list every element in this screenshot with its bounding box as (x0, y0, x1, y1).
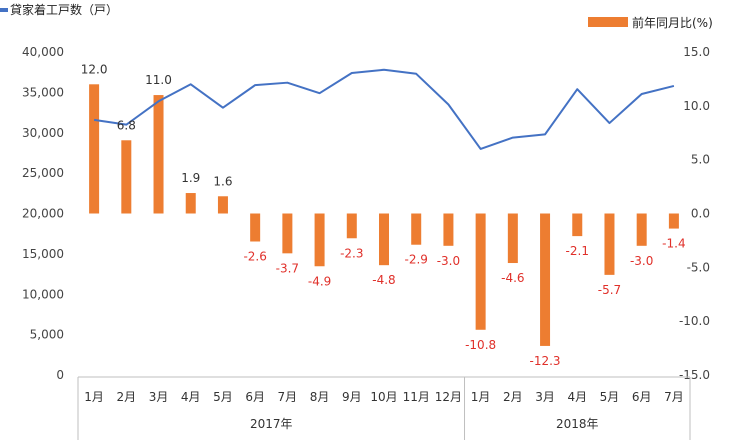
category-label: 4月 (181, 390, 201, 404)
category-label: 5月 (213, 390, 233, 404)
right-tick-label: -15.0 (679, 368, 710, 382)
right-tick-label: -10.0 (679, 314, 710, 328)
right-tick-label: 0.0 (691, 207, 710, 221)
right-axis-ticks: 15.0 10.0 5.0 0.0 -5.0 -10.0 -15.0 (679, 45, 710, 382)
category-label: 5月 (600, 390, 620, 404)
left-tick-label: 15,000 (22, 247, 64, 261)
category-label: 12月 (435, 390, 462, 404)
bar (89, 84, 100, 214)
left-tick-label: 35,000 (22, 85, 64, 99)
bar-data-label: -2.3 (340, 246, 363, 260)
bar (572, 213, 583, 237)
bar-data-label: -4.8 (372, 273, 395, 287)
bar (314, 213, 325, 267)
bar-data-label: -2.6 (243, 249, 266, 263)
bar-series (89, 84, 679, 346)
category-label: 4月 (567, 390, 587, 404)
bar-data-label: 1.9 (181, 171, 200, 185)
bar-data-labels: 12.0 6.8 11.0 1.9 1.6 -2.6 -3.7 -4.9 -2.3 -4.8 -2.… (81, 62, 686, 368)
left-tick-label: 40,000 (22, 45, 64, 59)
left-tick-label: 25,000 (22, 166, 64, 180)
category-label: 11月 (403, 390, 430, 404)
legend-bar-label: 前年同月比(%) (632, 15, 713, 30)
category-label: 2月 (503, 390, 523, 404)
bar (379, 213, 389, 266)
right-tick-label: -5.0 (687, 260, 710, 274)
category-label: 8月 (310, 390, 330, 404)
bar (346, 213, 357, 239)
bar-data-label: -4.6 (501, 271, 524, 285)
category-label: 7月 (664, 390, 684, 404)
bar-data-label: -4.9 (308, 274, 331, 288)
category-axis: 1月 2月 3月 4月 5月 6月 7月 8月 9月 10月 11月 12月 1月 2月 3月 4月 5月 6月 7… (77, 376, 691, 440)
legend-line-label: 貸家着工戸数（戸） (10, 2, 118, 17)
bar-data-label: -10.8 (465, 338, 496, 352)
bar (411, 213, 422, 245)
bar-data-label: -3.0 (630, 254, 653, 268)
left-tick-label: 20,000 (22, 207, 64, 221)
right-tick-label: 10.0 (683, 99, 710, 113)
bar (443, 213, 454, 246)
legend-line-swatch (0, 8, 8, 12)
category-label: 3月 (149, 390, 169, 404)
right-tick-label: 5.0 (691, 153, 710, 167)
bar-data-label: -12.3 (530, 354, 561, 368)
bar (185, 193, 196, 214)
left-tick-label: 30,000 (22, 126, 64, 140)
bar (540, 213, 551, 346)
bar (121, 140, 132, 214)
category-label: 6月 (632, 390, 652, 404)
category-label: 3月 (535, 390, 555, 404)
left-tick-label: 0 (56, 368, 64, 382)
category-label: 7月 (278, 390, 298, 404)
bar-data-label: 12.0 (81, 62, 108, 76)
bar (668, 213, 679, 229)
bar-data-label: -2.1 (566, 244, 589, 258)
line-path (93, 68, 675, 150)
bar-data-label: 11.0 (145, 73, 172, 87)
year-group-label: 2018年 (556, 417, 599, 431)
bar (250, 213, 261, 242)
bar (636, 213, 647, 246)
bar-data-label: -1.4 (662, 237, 685, 251)
bar (282, 213, 293, 254)
bar (475, 213, 486, 330)
bar-data-label: 6.8 (117, 118, 136, 132)
bar-data-label: -5.7 (598, 283, 621, 297)
category-label: 1月 (84, 390, 104, 404)
bar-data-label: -3.7 (276, 261, 299, 275)
bar-data-label: -3.0 (437, 254, 460, 268)
left-axis-ticks: 0 5,000 10,000 15,000 20,000 25,000 30,000 35,0… (22, 45, 64, 382)
right-tick-label: 15.0 (683, 45, 710, 59)
left-tick-label: 10,000 (22, 287, 64, 301)
category-label: 10月 (370, 390, 397, 404)
bar-data-label: -2.9 (404, 253, 427, 267)
line-series (93, 68, 675, 150)
left-tick-label: 5,000 (30, 328, 64, 342)
category-label: 2月 (116, 390, 136, 404)
category-label: 6月 (245, 390, 265, 404)
year-group-label: 2017年 (250, 417, 293, 431)
bar (217, 196, 228, 214)
category-label: 1月 (471, 390, 491, 404)
bar (507, 213, 518, 264)
bar-data-label: 1.6 (213, 174, 232, 188)
legend-bar-swatch (588, 17, 628, 27)
category-label: 9月 (342, 390, 362, 404)
bar (153, 95, 164, 214)
bar (604, 213, 615, 275)
